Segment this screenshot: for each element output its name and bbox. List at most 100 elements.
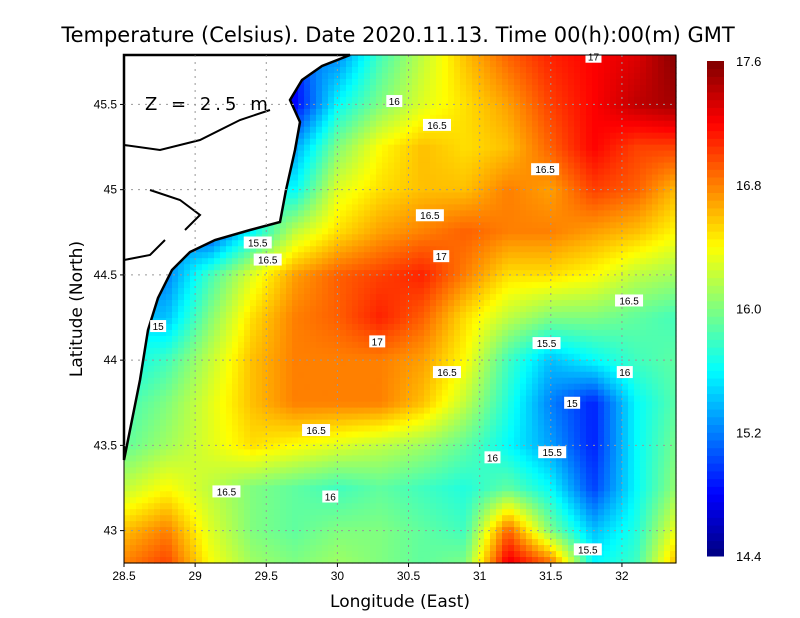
heatmap-cell (448, 120, 455, 128)
heatmap-cell (334, 288, 341, 295)
heatmap-cell (370, 276, 377, 283)
heatmap-cell (514, 55, 521, 62)
heatmap-cell (250, 306, 257, 313)
heatmap-cell (508, 96, 515, 104)
heatmap-cell (484, 365, 491, 373)
heatmap-cell (334, 126, 341, 134)
heatmap-cell (214, 347, 221, 355)
heatmap-cell (490, 276, 497, 283)
heatmap-cell (382, 258, 389, 265)
heatmap-cell (580, 240, 587, 247)
heatmap-cell (580, 66, 587, 74)
heatmap-cell (322, 90, 329, 98)
heatmap-cell (544, 228, 551, 235)
heatmap-cell (220, 306, 227, 313)
heatmap-cell (460, 102, 467, 110)
heatmap-cell (388, 132, 395, 140)
heatmap-cell (454, 186, 461, 194)
heatmap-cell (670, 144, 677, 152)
heatmap-cell (328, 60, 335, 68)
heatmap-cell (280, 371, 287, 379)
heatmap-cell (400, 168, 407, 176)
heatmap-cell (598, 240, 605, 247)
heatmap-cell (514, 114, 521, 122)
heatmap-cell (670, 240, 677, 247)
heatmap-cell (454, 246, 461, 253)
heatmap-cell (388, 258, 395, 265)
heatmap-cell (328, 306, 335, 313)
heatmap-cell (604, 90, 611, 98)
heatmap-cell (406, 323, 413, 331)
heatmap-cell (256, 347, 263, 355)
heatmap-cell (406, 335, 413, 343)
heatmap-cell (328, 72, 335, 80)
heatmap-cell (220, 359, 227, 367)
heatmap-cell (286, 335, 293, 343)
heatmap-cell (346, 168, 353, 176)
heatmap-cell (298, 138, 305, 146)
heatmap-cell (586, 72, 593, 80)
heatmap-cell (490, 144, 497, 152)
heatmap-cell (334, 204, 341, 211)
heatmap-cell (310, 72, 317, 80)
heatmap-cell (190, 317, 197, 325)
heatmap-cell (574, 234, 581, 241)
heatmap-cell (280, 240, 287, 247)
heatmap-cell (376, 288, 383, 295)
heatmap-cell (208, 311, 215, 319)
heatmap-cell (298, 311, 305, 319)
heatmap-cell (346, 126, 353, 134)
heatmap-cell (466, 96, 473, 104)
heatmap-cell (562, 55, 569, 62)
heatmap-cell (190, 341, 197, 349)
heatmap-cell (538, 210, 545, 217)
heatmap-cell (634, 138, 641, 146)
heatmap-cell (286, 210, 293, 217)
heatmap-cell (400, 96, 407, 104)
heatmap-cell (454, 264, 461, 271)
heatmap-cell (310, 300, 317, 307)
heatmap-cell (316, 258, 323, 265)
heatmap-cell (352, 90, 359, 98)
heatmap-cell (448, 210, 455, 217)
heatmap-cell (610, 246, 617, 253)
heatmap-cell (352, 192, 359, 200)
heatmap-cell (352, 114, 359, 122)
heatmap-cell (562, 126, 569, 134)
heatmap-cell (442, 55, 449, 62)
heatmap-cell (502, 144, 509, 152)
heatmap-cell (382, 102, 389, 110)
heatmap-cell (172, 341, 179, 349)
heatmap-cell (508, 156, 515, 164)
heatmap-cell (400, 294, 407, 301)
heatmap-cell (640, 365, 647, 373)
heatmap-cell (424, 311, 431, 319)
heatmap-cell (514, 329, 521, 337)
heatmap-cell (538, 317, 545, 325)
heatmap-cell (550, 371, 557, 379)
heatmap-cell (556, 311, 563, 319)
heatmap-cell (394, 174, 401, 182)
heatmap-cell (496, 78, 503, 86)
heatmap-cell (196, 311, 203, 319)
heatmap-cell (430, 198, 437, 206)
heatmap-cell (634, 114, 641, 122)
heatmap-cell (574, 55, 581, 62)
heatmap-cell (292, 288, 299, 295)
heatmap-cell (568, 144, 575, 152)
heatmap-cell (400, 335, 407, 343)
heatmap-cell (562, 335, 569, 343)
heatmap-cell (178, 282, 185, 289)
heatmap-cell (628, 335, 635, 343)
heatmap-cell (466, 204, 473, 211)
heatmap-cell (490, 329, 497, 337)
heatmap-cell (574, 228, 581, 235)
heatmap-cell (556, 168, 563, 176)
heatmap-cell (418, 198, 425, 206)
heatmap-cell (634, 102, 641, 110)
heatmap-cell (346, 144, 353, 152)
heatmap-cell (280, 347, 287, 355)
heatmap-cell (154, 341, 161, 349)
heatmap-cell (328, 216, 335, 223)
heatmap-cell (196, 353, 203, 361)
